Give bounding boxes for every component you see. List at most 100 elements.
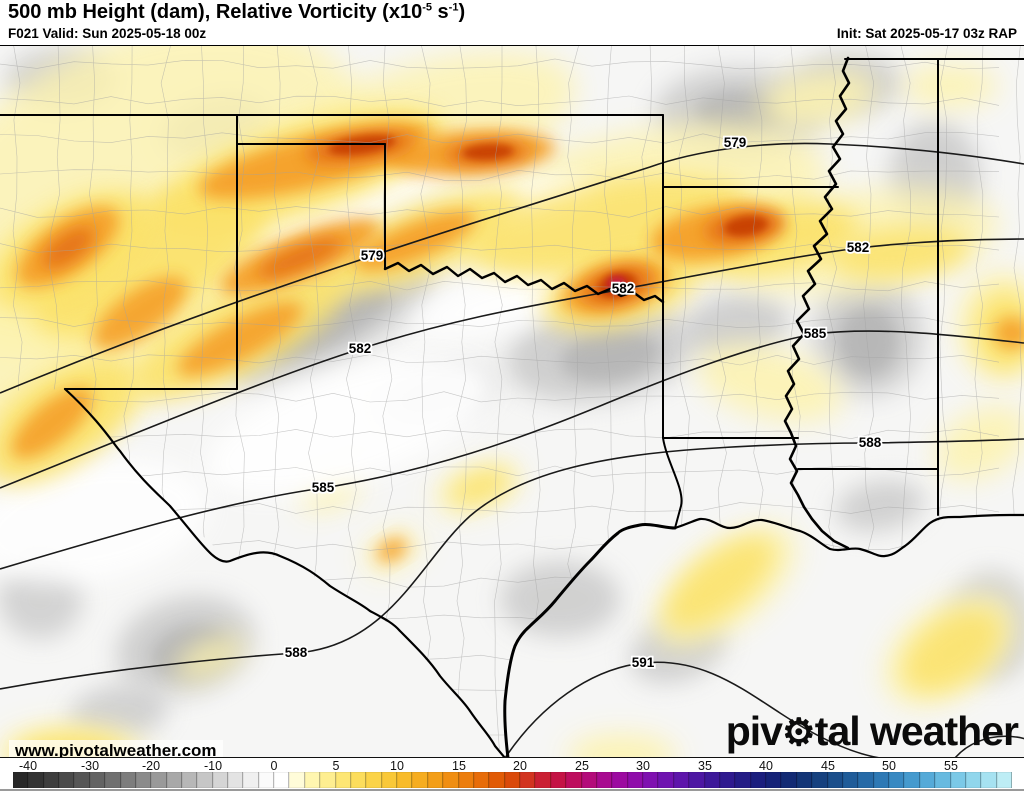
vorticity-blob xyxy=(838,306,898,376)
colorbar-cell xyxy=(689,772,705,788)
colorbar-cell xyxy=(520,772,536,788)
colorbar-cell xyxy=(935,772,951,788)
colorbar-cell xyxy=(335,772,351,788)
colorbar-cell xyxy=(289,772,305,788)
vorticity-blob xyxy=(665,537,775,629)
vorticity-shading xyxy=(0,46,1024,757)
contour-label: 585 xyxy=(312,480,335,495)
colorbar-cell xyxy=(535,772,551,788)
colorbar-tick-label: 35 xyxy=(698,759,712,773)
rio-grande xyxy=(63,387,506,757)
vorticity-blob xyxy=(258,238,342,278)
colorbar-cell xyxy=(889,772,905,788)
colorbar-cell xyxy=(842,772,859,788)
colorbar-tick-label: 15 xyxy=(452,759,466,773)
vorticity-blob xyxy=(11,387,93,459)
colorbar-cell xyxy=(105,772,121,788)
colorbar-tick-label: 40 xyxy=(759,759,773,773)
county-line xyxy=(0,317,1000,329)
vorticity-blob xyxy=(462,143,514,161)
county-line xyxy=(0,391,1000,403)
contour-label: 579 xyxy=(724,135,747,150)
colorbar-cell xyxy=(781,772,797,788)
vorticity-blob xyxy=(42,227,94,269)
map-canvas: 579 579 582 582 582 585 585 588 588 591 xyxy=(0,46,1024,757)
contour-label: 585 xyxy=(804,326,827,341)
vorticity-blob xyxy=(377,538,407,562)
colorbar-tick-label: 0 xyxy=(270,759,278,773)
colorbar-cell xyxy=(473,772,490,788)
colorbar-cell xyxy=(550,772,567,788)
county-line xyxy=(0,243,1000,253)
gear-icon: ⚙ xyxy=(781,711,816,753)
colorbar-cell xyxy=(643,772,659,788)
colorbar-cell xyxy=(228,772,244,788)
colorbar-cell xyxy=(796,772,813,788)
vorticity-blob xyxy=(0,458,209,584)
vorticity-blob xyxy=(696,344,844,422)
colorbar-cell xyxy=(258,772,275,788)
colorbar-cell xyxy=(673,772,690,788)
colorbar-cell xyxy=(397,772,413,788)
height-contours xyxy=(0,142,1024,757)
louisiana-gulf-coast xyxy=(673,513,1024,558)
colorbar-cell xyxy=(166,772,182,788)
colorbar-cell xyxy=(412,772,428,788)
page-title: 500 mb Height (dam), Relative Vorticity … xyxy=(8,1,466,23)
watermark-url: www.pivotalweather.com xyxy=(9,740,223,757)
vorticity-blob xyxy=(830,227,970,279)
colorbar-tick-label: 20 xyxy=(513,759,527,773)
county-line xyxy=(0,206,1000,218)
colorbar-cell xyxy=(120,772,136,788)
height-contour-579 xyxy=(0,142,1024,394)
height-contour-591 xyxy=(504,661,880,757)
county-line xyxy=(420,46,431,750)
colorbar-cell xyxy=(489,772,505,788)
vorticity-blob xyxy=(174,636,246,680)
county-line xyxy=(0,465,1000,477)
colorbar-cell xyxy=(28,772,44,788)
contour-label: 582 xyxy=(612,281,635,296)
colorbar-cell xyxy=(658,772,674,788)
colorbar-cell xyxy=(43,772,60,788)
vorticity-blob xyxy=(935,405,1024,481)
height-contour-582 xyxy=(0,238,1024,489)
contour-label: 588 xyxy=(285,645,308,660)
colorbar-cell xyxy=(151,772,167,788)
colorbar-cell xyxy=(612,772,628,788)
vorticity-blob xyxy=(567,734,677,757)
contour-label: 582 xyxy=(847,240,870,255)
colorbar-tick-label: -20 xyxy=(141,759,161,773)
colorbar-cell xyxy=(812,772,828,788)
red-river xyxy=(383,261,665,304)
colorbar-cell xyxy=(243,772,259,788)
pivotal-weather-logo: piv⚙tal weather xyxy=(725,708,1019,754)
height-contour-591b xyxy=(954,735,1024,757)
county-line xyxy=(0,95,1000,107)
colorbar-cell xyxy=(965,772,982,788)
colorbar-tick-label: 5 xyxy=(332,759,340,773)
colorbar-cell xyxy=(197,772,213,788)
colorbar-cell xyxy=(950,772,966,788)
colorbar-cell xyxy=(858,772,874,788)
colorbar-cell xyxy=(627,772,643,788)
mississippi-river xyxy=(783,56,851,550)
colorbar-cell xyxy=(366,772,382,788)
vorticity-blob xyxy=(835,480,925,532)
colorbar-tick-label: -30 xyxy=(80,759,100,773)
colorbar-cell xyxy=(458,772,474,788)
colorbar-tick-label: -40 xyxy=(18,759,38,773)
vorticity-blob xyxy=(32,183,268,339)
vorticity-blob xyxy=(902,64,998,108)
colorbar-cell xyxy=(59,772,75,788)
contour-labels: 579 579 582 582 582 585 585 588 588 591 xyxy=(283,133,884,672)
colorbar-cell xyxy=(719,772,736,788)
colorbar-cell xyxy=(320,772,336,788)
county-line xyxy=(0,132,1000,144)
colorbar-tick-label: 30 xyxy=(636,759,650,773)
model-init-label: Init: Sat 2025-05-17 03z RAP xyxy=(836,26,1017,41)
contour-label: 588 xyxy=(859,435,882,450)
colorbar-cell xyxy=(212,772,229,788)
contour-label: 582 xyxy=(349,341,372,356)
colorbar-baseline xyxy=(0,789,1024,791)
